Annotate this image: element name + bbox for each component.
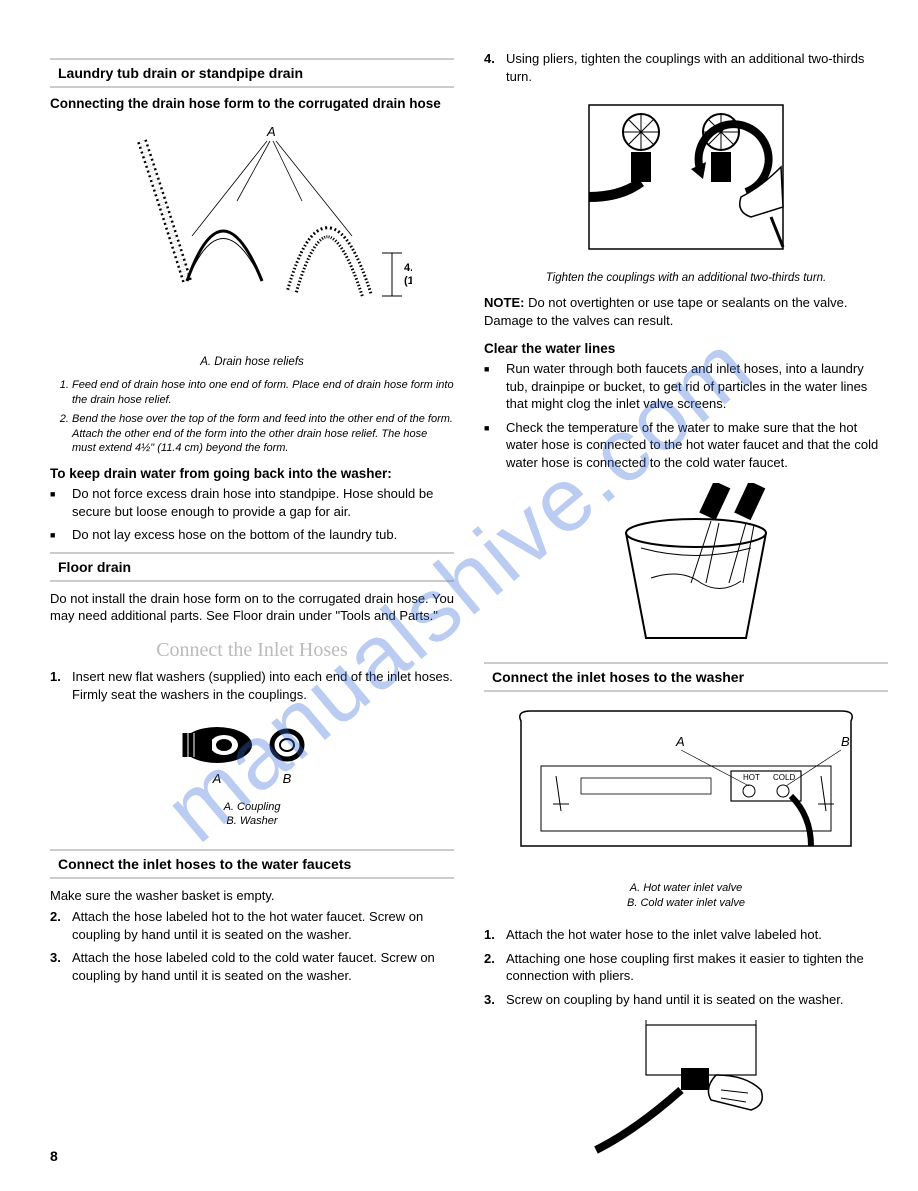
fig1-dim-in: 4.5" [404, 262, 412, 274]
clear-water-heading: Clear the water lines [484, 341, 888, 356]
keep-drain-list: ■Do not force excess drain hose into sta… [50, 485, 454, 544]
fig1-caption: A. Drain hose reliefs [50, 356, 454, 368]
bullet-text: Do not lay excess hose on the bottom of … [72, 526, 397, 544]
fig1-label-a: A [266, 124, 276, 139]
section-laundry-tub: Laundry tub drain or standpipe drain [50, 58, 454, 88]
list-item: 4.Using pliers, tighten the couplings wi… [484, 50, 888, 85]
figure-washer-back: HOT COLD A B A. Hot water inlet valve B.… [484, 700, 888, 916]
insert-washer-step: 1.Insert new flat washers (supplied) int… [50, 668, 454, 703]
figure-hand-coupling [484, 1014, 888, 1171]
step-num: 1. [50, 668, 72, 703]
step-4: 4.Using pliers, tighten the couplings wi… [484, 50, 888, 85]
step-num: 4. [484, 50, 506, 85]
step-text: Screw on coupling by hand until it is se… [506, 991, 844, 1009]
figure-bucket [484, 477, 888, 654]
list-item: 3.Screw on coupling by hand until it is … [484, 991, 888, 1009]
list-item: ■Check the temperature of the water to m… [484, 419, 888, 472]
section-connect-faucets: Connect the inlet hoses to the water fau… [50, 849, 454, 879]
section-title: Connect the inlet hoses to the washer [484, 667, 888, 687]
section-connect-washer: Connect the inlet hoses to the washer [484, 662, 888, 692]
step-text: Attach the hose labeled hot to the hot w… [72, 908, 454, 943]
fig5-cold: COLD [773, 773, 795, 782]
step-text: Attaching one hose coupling first makes … [506, 950, 888, 985]
page-number: 8 [50, 1148, 58, 1164]
fig2-label-a: A [212, 771, 222, 786]
bullet-icon: ■ [484, 360, 506, 413]
floor-drain-text: Do not install the drain hose form on to… [50, 590, 454, 625]
list-item: ■Run water through both faucets and inle… [484, 360, 888, 413]
faucet-intro: Make sure the washer basket is empty. [50, 887, 454, 905]
step-num: 2. [50, 908, 72, 943]
list-item: ■Do not force excess drain hose into sta… [50, 485, 454, 520]
figure-tighten-couplings [484, 91, 888, 268]
bullet-text: Run water through both faucets and inlet… [506, 360, 888, 413]
fig5-label-b: B [841, 734, 850, 749]
list-item: 1.Insert new flat washers (supplied) int… [50, 668, 454, 703]
note-body: Do not overtighten or use tape or sealan… [484, 295, 848, 328]
step-text: Attach the hot water hose to the inlet v… [506, 926, 822, 944]
fig5-cap-a: A. Hot water inlet valve [484, 881, 888, 895]
list-item: ■Do not lay excess hose on the bottom of… [50, 526, 454, 544]
drain-step-2: Bend the hose over the top of the form a… [72, 412, 454, 457]
figure-drain-hose-reliefs: A 4.5" (11.4 cm) [50, 115, 454, 352]
step-text: Using pliers, tighten the couplings with… [506, 50, 888, 85]
drain-step-1: Feed end of drain hose into one end of f… [72, 378, 454, 408]
section-title: Connect the inlet hoses to the water fau… [50, 854, 454, 874]
drain-steps: Feed end of drain hose into one end of f… [50, 378, 454, 456]
list-item: 3.Attach the hose labeled cold to the co… [50, 949, 454, 984]
note-text: NOTE: Do not overtighten or use tape or … [484, 294, 888, 329]
page-content: Laundry tub drain or standpipe drain Con… [0, 0, 918, 1191]
ghost-heading-inlet: Connect the Inlet Hoses [50, 639, 454, 662]
faucet-steps: 2.Attach the hose labeled hot to the hot… [50, 908, 454, 984]
step-text: Attach the hose labeled cold to the cold… [72, 949, 454, 984]
section-floor-drain: Floor drain [50, 552, 454, 582]
bullet-text: Check the temperature of the water to ma… [506, 419, 888, 472]
bullet-icon: ■ [484, 419, 506, 472]
fig1-dim-cm: (11.4 cm) [404, 275, 412, 287]
fig2-cap-a: A. Coupling [50, 800, 454, 814]
bullet-icon: ■ [50, 485, 72, 520]
note-label: NOTE: [484, 295, 524, 310]
step-num: 1. [484, 926, 506, 944]
fig3-caption: Tighten the couplings with an additional… [484, 272, 888, 284]
section-title: Laundry tub drain or standpipe drain [50, 63, 454, 83]
step-num: 3. [484, 991, 506, 1009]
bullet-icon: ■ [50, 526, 72, 544]
figure-coupling-washer: A B A. Coupling B. Washer [50, 709, 454, 835]
right-column: 4.Using pliers, tighten the couplings wi… [484, 50, 888, 1171]
section-title: Floor drain [50, 557, 454, 577]
list-item: 1.Attach the hot water hose to the inlet… [484, 926, 888, 944]
fig5-label-a: A [675, 734, 685, 749]
left-column: Laundry tub drain or standpipe drain Con… [50, 50, 454, 1171]
list-item: 2.Attaching one hose coupling first make… [484, 950, 888, 985]
bullet-text: Do not force excess drain hose into stan… [72, 485, 454, 520]
fig2-label-b: B [283, 771, 292, 786]
washer-steps: 1.Attach the hot water hose to the inlet… [484, 926, 888, 1008]
step-text: Insert new flat washers (supplied) into … [72, 668, 454, 703]
fig5-hot: HOT [743, 773, 760, 782]
keep-drain-heading: To keep drain water from going back into… [50, 466, 454, 481]
clear-water-list: ■Run water through both faucets and inle… [484, 360, 888, 471]
connecting-heading: Connecting the drain hose form to the co… [50, 96, 454, 111]
step-num: 2. [484, 950, 506, 985]
list-item: 2.Attach the hose labeled hot to the hot… [50, 908, 454, 943]
fig2-cap-b: B. Washer [50, 814, 454, 828]
fig5-cap-b: B. Cold water inlet valve [484, 896, 888, 910]
step-num: 3. [50, 949, 72, 984]
